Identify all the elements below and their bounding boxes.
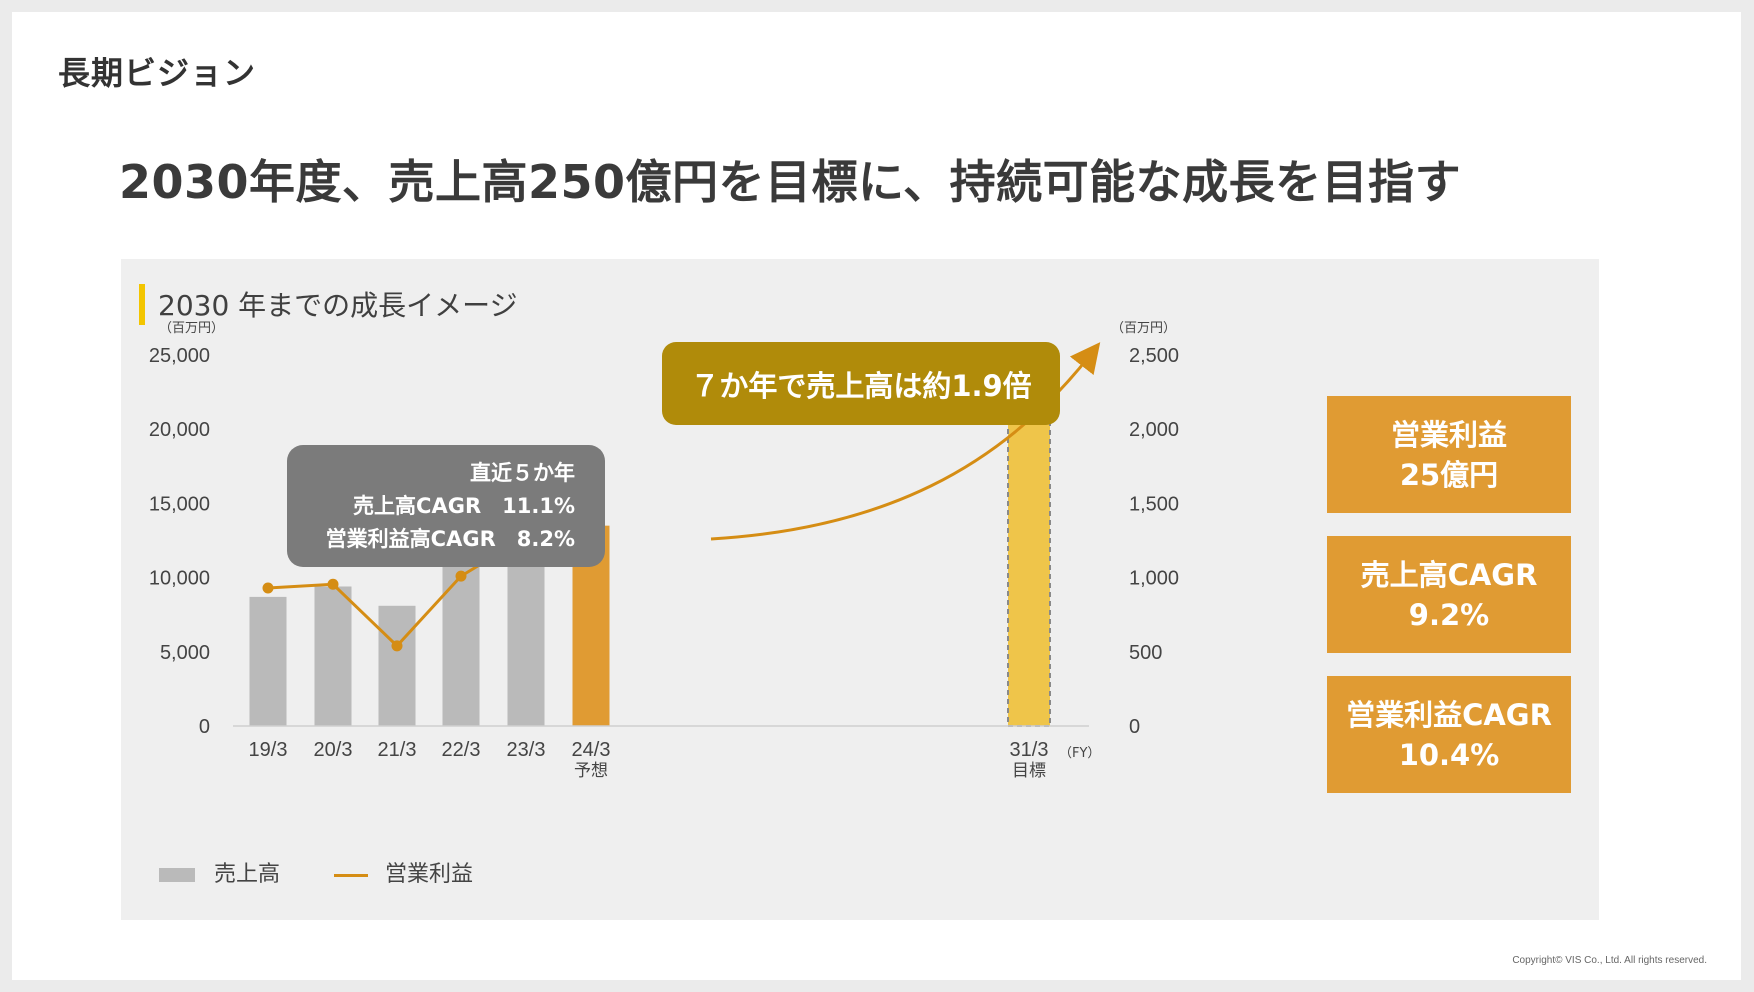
cagr-box-heading: 直近５か年 <box>470 461 575 485</box>
legend-sales-swatch <box>159 868 195 882</box>
kpi-op-cagr: 営業利益CAGR 10.4% <box>1327 676 1571 793</box>
legend-op-swatch <box>334 873 368 877</box>
panel-title-accent <box>139 284 145 325</box>
x-tick-label: 24/3 <box>572 739 611 761</box>
sales-bar <box>378 605 416 726</box>
y-right-tick-label: 500 <box>1129 642 1162 664</box>
y-left-tick-label: 5,000 <box>160 642 210 664</box>
recent-cagr-box: 直近５か年 売上高CAGR 11.1% 営業利益高CAGR 8.2% <box>287 445 605 567</box>
x-tick-label: 23/3 <box>507 739 546 761</box>
op-profit-point <box>455 570 467 582</box>
y-right-tick-label: 1,500 <box>1129 493 1179 515</box>
y-right-unit-label: （百万円） <box>1111 321 1176 336</box>
x-tick-label: 20/3 <box>314 739 353 761</box>
legend-op-label: 営業利益 <box>385 862 474 887</box>
copyright: Copyright© VIS Co., Ltd. All rights rese… <box>1512 955 1707 966</box>
kpi-label: 営業利益CAGR <box>1346 697 1552 732</box>
y-right-tick-label: 1,000 <box>1129 568 1179 590</box>
x-tick-label: 31/3 <box>1010 739 1049 761</box>
x-tick-sublabel: 予想 <box>574 761 608 781</box>
headline: 2030年度、売上高250億円を目標に、持続可能な成長を目指す <box>119 155 1462 209</box>
op-profit-point <box>327 578 339 590</box>
panel-title: 2030 年までの成長イメージ <box>158 289 518 322</box>
multiplier-callout: ７か年で売上高は約1.9倍 <box>662 342 1060 425</box>
cagr-box-op: 営業利益高CAGR 8.2% <box>325 527 575 551</box>
kpi-value: 25億円 <box>1399 457 1499 492</box>
y-left-tick-label: 15,000 <box>149 493 210 515</box>
chart-panel: 2030 年までの成長イメージ 0 5,000 10,000 15,000 20,000… <box>121 259 1599 920</box>
kpi-sales-cagr: 売上高CAGR 9.2% <box>1327 536 1571 653</box>
y-left-tick-label: 10,000 <box>149 568 210 590</box>
y-left-tick-label: 0 <box>199 716 210 738</box>
y-right-tick-label: 2,500 <box>1129 345 1179 367</box>
sales-bar <box>442 565 480 726</box>
op-profit-point <box>262 582 274 594</box>
kpi-label: 営業利益 <box>1390 417 1507 452</box>
kpi-op-profit: 営業利益 25億円 <box>1327 396 1571 513</box>
op-profit-point <box>391 640 403 652</box>
section-title: 長期ビジョン <box>58 54 257 92</box>
x-tick-label: 22/3 <box>442 739 481 761</box>
y-left-tick-label: 25,000 <box>149 345 210 367</box>
sales-bar <box>249 596 287 726</box>
x-tick-label: 21/3 <box>378 739 417 761</box>
x-tick-label: 19/3 <box>249 739 288 761</box>
cagr-box-sales: 売上高CAGR 11.1% <box>353 494 575 518</box>
legend-op: 営業利益 <box>334 856 473 888</box>
x-tick-sublabel: 目標 <box>1012 761 1046 781</box>
y-left-unit-label: （百万円） <box>159 321 224 336</box>
legend-sales-label: 売上高 <box>214 862 281 887</box>
legend-sales: 売上高 <box>159 856 280 888</box>
kpi-label: 売上高CAGR <box>1360 557 1538 592</box>
sales-bar <box>314 586 352 726</box>
y-right-tick-label: 0 <box>1129 716 1140 738</box>
fy-label: （FY） <box>1059 746 1100 761</box>
y-right-tick-label: 2,000 <box>1129 419 1179 441</box>
kpi-value: 9.2% <box>1408 597 1490 632</box>
kpi-value: 10.4% <box>1398 737 1500 772</box>
slide: 長期ビジョン 2030年度、売上高250億円を目標に、持続可能な成長を目指す 2… <box>12 12 1741 980</box>
y-left-tick-label: 20,000 <box>149 419 210 441</box>
